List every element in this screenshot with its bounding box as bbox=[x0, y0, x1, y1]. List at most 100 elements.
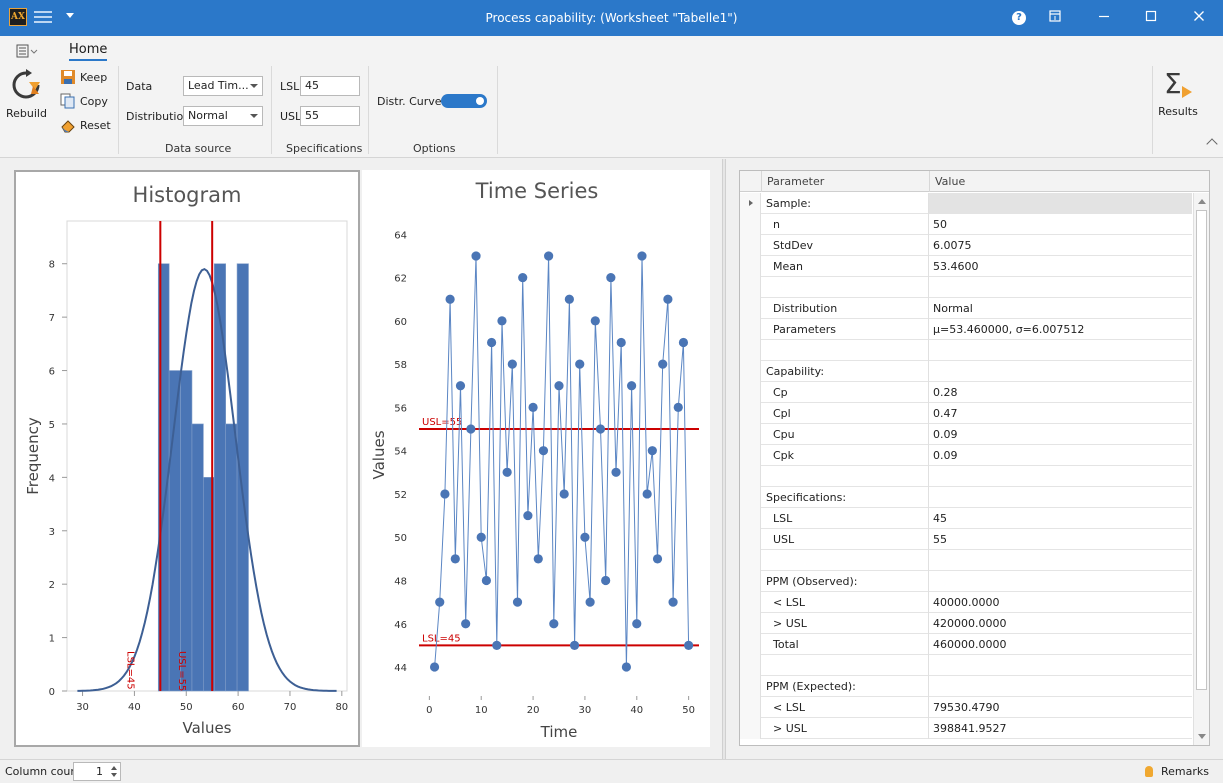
cell-value[interactable]: 0.09 bbox=[933, 449, 958, 462]
app-menu-icon[interactable] bbox=[16, 44, 38, 62]
cell-value[interactable] bbox=[929, 487, 1192, 508]
lsl-input[interactable]: 45 bbox=[300, 76, 360, 96]
row-indicator[interactable] bbox=[740, 319, 761, 340]
row-indicator[interactable] bbox=[740, 529, 761, 550]
table-row[interactable]: Cp 0.28 bbox=[740, 382, 1192, 403]
row-indicator[interactable] bbox=[740, 445, 761, 466]
table-row[interactable]: Cpk 0.09 bbox=[740, 445, 1192, 466]
table-row[interactable]: Cpl 0.47 bbox=[740, 403, 1192, 424]
row-indicator[interactable] bbox=[740, 235, 761, 256]
row-indicator[interactable] bbox=[740, 718, 761, 739]
cell-value[interactable] bbox=[929, 571, 1192, 592]
scroll-up-icon[interactable] bbox=[1198, 199, 1206, 204]
row-indicator[interactable] bbox=[740, 361, 761, 382]
help-icon[interactable]: ? bbox=[1007, 6, 1031, 30]
row-indicator[interactable] bbox=[740, 550, 761, 571]
spin-down-icon[interactable] bbox=[111, 773, 117, 777]
cell-parameter[interactable]: Cpk bbox=[761, 445, 929, 466]
cell-value[interactable]: 6.0075 bbox=[933, 239, 972, 252]
cell-parameter[interactable]: Parameters bbox=[761, 319, 929, 340]
results-grid[interactable]: Parameter Value Sample: n 50 StdDev 6.0075 Me… bbox=[739, 170, 1210, 746]
copy-button[interactable]: Copy bbox=[60, 91, 108, 111]
table-row[interactable]: n 50 bbox=[740, 214, 1192, 235]
row-indicator[interactable] bbox=[740, 634, 761, 655]
table-row[interactable]: Cpu 0.09 bbox=[740, 424, 1192, 445]
column-header-value[interactable]: Value bbox=[929, 171, 1193, 192]
table-row[interactable]: StdDev 6.0075 bbox=[740, 235, 1192, 256]
table-row[interactable]: Distribution Normal bbox=[740, 298, 1192, 319]
distribution-combo[interactable]: Normal bbox=[183, 106, 263, 126]
collapse-ribbon-icon[interactable] bbox=[1206, 138, 1218, 150]
cell-value[interactable]: Normal bbox=[933, 302, 973, 315]
row-indicator[interactable] bbox=[740, 571, 761, 592]
remarks-button[interactable]: Remarks bbox=[1145, 765, 1209, 778]
table-row[interactable]: < LSL 40000.0000 bbox=[740, 592, 1192, 613]
cell-value[interactable] bbox=[929, 340, 1192, 361]
row-indicator[interactable] bbox=[740, 403, 761, 424]
histogram-panel[interactable]: Histogram 0 1 2 3 4 5 6 7 8 30 40 50 60 70 80 LSL=45 USL=… bbox=[14, 170, 360, 747]
panel-splitter[interactable] bbox=[722, 159, 726, 759]
cell-parameter[interactable]: > USL bbox=[761, 613, 929, 634]
cell-value[interactable] bbox=[929, 676, 1192, 697]
row-indicator[interactable] bbox=[740, 466, 761, 487]
table-row[interactable] bbox=[740, 466, 1192, 487]
row-indicator[interactable] bbox=[740, 655, 761, 676]
cell-parameter[interactable]: PPM (Expected): bbox=[761, 676, 929, 697]
vertical-scrollbar[interactable] bbox=[1193, 193, 1209, 745]
cell-value[interactable] bbox=[929, 466, 1192, 487]
cell-parameter[interactable] bbox=[761, 550, 929, 571]
maximize-icon[interactable] bbox=[1139, 6, 1163, 30]
table-row[interactable]: > USL 398841.9527 bbox=[740, 718, 1192, 739]
cell-parameter[interactable]: < LSL bbox=[761, 592, 929, 613]
cell-value[interactable] bbox=[929, 277, 1192, 298]
cell-value[interactable]: 420000.0000 bbox=[933, 617, 1007, 630]
distr-curve-toggle[interactable] bbox=[441, 94, 487, 108]
table-row[interactable] bbox=[740, 550, 1192, 571]
row-indicator[interactable] bbox=[740, 256, 761, 277]
cell-value[interactable] bbox=[929, 361, 1192, 382]
close-icon[interactable] bbox=[1187, 6, 1211, 30]
cell-parameter[interactable]: Specifications: bbox=[761, 487, 929, 508]
table-row[interactable] bbox=[740, 655, 1192, 676]
cell-parameter[interactable]: Cpl bbox=[761, 403, 929, 424]
table-row[interactable]: > USL 420000.0000 bbox=[740, 613, 1192, 634]
cell-value[interactable]: 45 bbox=[933, 512, 947, 525]
table-row[interactable]: PPM (Observed): bbox=[740, 571, 1192, 592]
hamburger-menu-icon[interactable] bbox=[34, 11, 52, 23]
cell-parameter[interactable] bbox=[761, 466, 929, 487]
row-indicator[interactable] bbox=[740, 508, 761, 529]
cell-value[interactable] bbox=[929, 193, 1192, 214]
column-header-parameter[interactable]: Parameter bbox=[761, 171, 929, 192]
row-indicator[interactable] bbox=[740, 298, 761, 319]
cell-value[interactable]: 79530.4790 bbox=[933, 701, 1000, 714]
cell-value[interactable]: 55 bbox=[933, 533, 947, 546]
cell-parameter[interactable]: Total bbox=[761, 634, 929, 655]
data-combo[interactable]: Lead Tim... bbox=[183, 76, 263, 96]
table-row[interactable]: PPM (Expected): bbox=[740, 676, 1192, 697]
table-row[interactable] bbox=[740, 277, 1192, 298]
cell-value[interactable]: 53.4600 bbox=[933, 260, 979, 273]
table-row[interactable]: Parameters μ=53.460000, σ=6.007512 bbox=[740, 319, 1192, 340]
column-count-spinner[interactable]: 1 bbox=[73, 762, 121, 781]
row-indicator[interactable] bbox=[740, 613, 761, 634]
cell-parameter[interactable]: Cp bbox=[761, 382, 929, 403]
tab-home[interactable]: Home bbox=[69, 42, 108, 61]
rebuild-button[interactable]: Rebuild bbox=[6, 68, 47, 120]
cell-value[interactable]: 0.28 bbox=[933, 386, 958, 399]
cell-value[interactable] bbox=[929, 550, 1192, 571]
cell-value[interactable]: 0.09 bbox=[933, 428, 958, 441]
cell-parameter[interactable]: Capability: bbox=[761, 361, 929, 382]
cell-value[interactable]: 398841.9527 bbox=[933, 722, 1007, 735]
row-indicator[interactable] bbox=[740, 277, 761, 298]
table-row[interactable]: Mean 53.4600 bbox=[740, 256, 1192, 277]
cell-parameter[interactable] bbox=[761, 277, 929, 298]
table-row[interactable]: Sample: bbox=[740, 193, 1192, 214]
cell-parameter[interactable]: n bbox=[761, 214, 929, 235]
cell-value[interactable]: 40000.0000 bbox=[933, 596, 1000, 609]
cell-value[interactable] bbox=[929, 655, 1192, 676]
row-indicator[interactable] bbox=[740, 697, 761, 718]
spin-up-icon[interactable] bbox=[111, 766, 117, 770]
cell-value[interactable]: 0.47 bbox=[933, 407, 958, 420]
cell-parameter[interactable] bbox=[761, 655, 929, 676]
row-indicator[interactable] bbox=[740, 676, 761, 697]
